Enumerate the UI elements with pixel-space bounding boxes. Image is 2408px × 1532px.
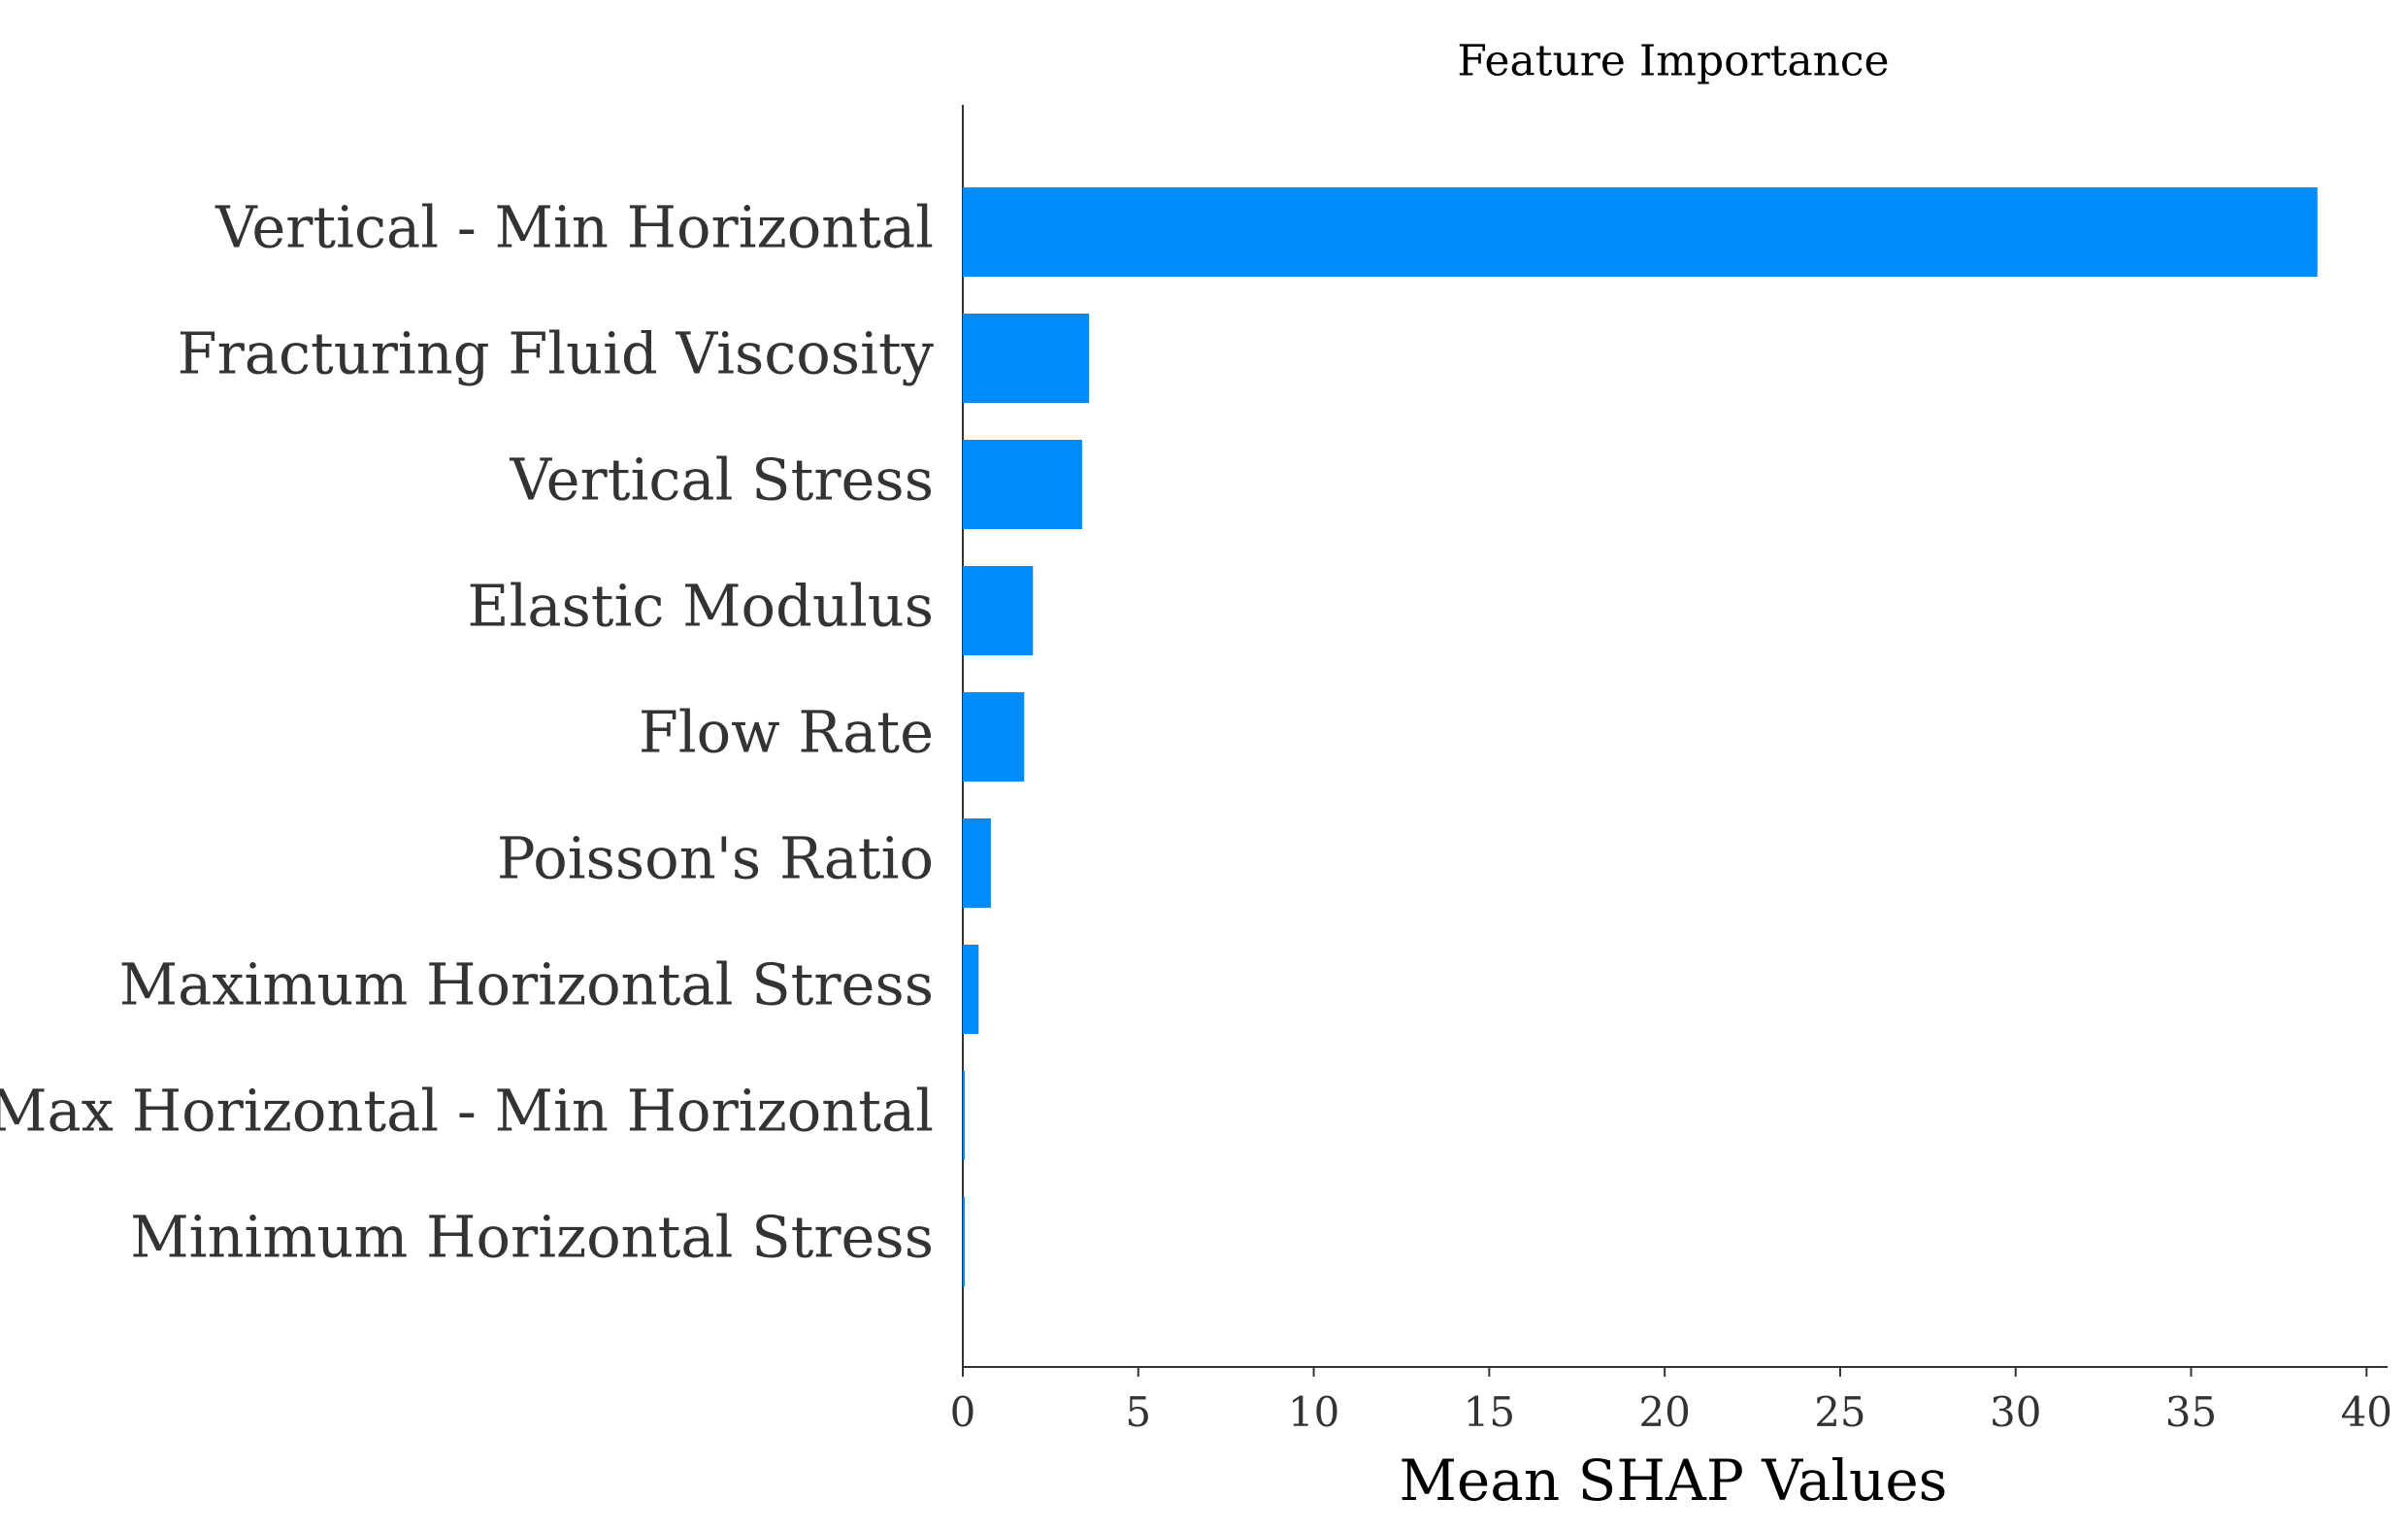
bar	[963, 314, 1090, 403]
y-tick-label: Fracturing Fluid Viscosity	[178, 320, 935, 387]
x-tick-label: 10	[1288, 1388, 1339, 1436]
y-tick-label: Vertical - Min Horizontal	[214, 194, 934, 261]
bar	[963, 1197, 965, 1286]
bar	[963, 566, 1034, 655]
y-tick-label: Flow Rate	[639, 699, 934, 766]
y-tick-label: Maximum Horizontal Stress	[119, 951, 934, 1018]
x-tick-label: 25	[1814, 1388, 1865, 1436]
bar	[963, 1071, 965, 1160]
y-tick-label: Poisson's Ratio	[497, 825, 934, 892]
y-tick-label: Max Horizontal - Min Horizontal	[0, 1078, 934, 1145]
x-tick-label: 40	[2341, 1388, 2392, 1436]
y-tick-label: Vertical Stress	[509, 447, 934, 514]
x-tick-label: 15	[1464, 1388, 1515, 1436]
x-tick-label: 5	[1125, 1388, 1151, 1436]
bar	[963, 187, 2318, 277]
x-tick-label: 35	[2165, 1388, 2217, 1436]
bar	[963, 945, 979, 1034]
x-tick-label: 0	[950, 1388, 976, 1436]
x-tick-label: 20	[1638, 1388, 1690, 1436]
y-tick-label: Minimum Horizontal Stress	[130, 1204, 934, 1271]
x-tick-label: 30	[1990, 1388, 2041, 1436]
chart-title: Feature Importance	[1457, 37, 1889, 86]
x-axis-label: Mean SHAP Values	[1400, 1448, 1948, 1514]
bar	[963, 692, 1025, 782]
y-tick-label: Elastic Modulus	[467, 573, 934, 640]
bar	[963, 440, 1082, 529]
bar	[963, 818, 991, 908]
